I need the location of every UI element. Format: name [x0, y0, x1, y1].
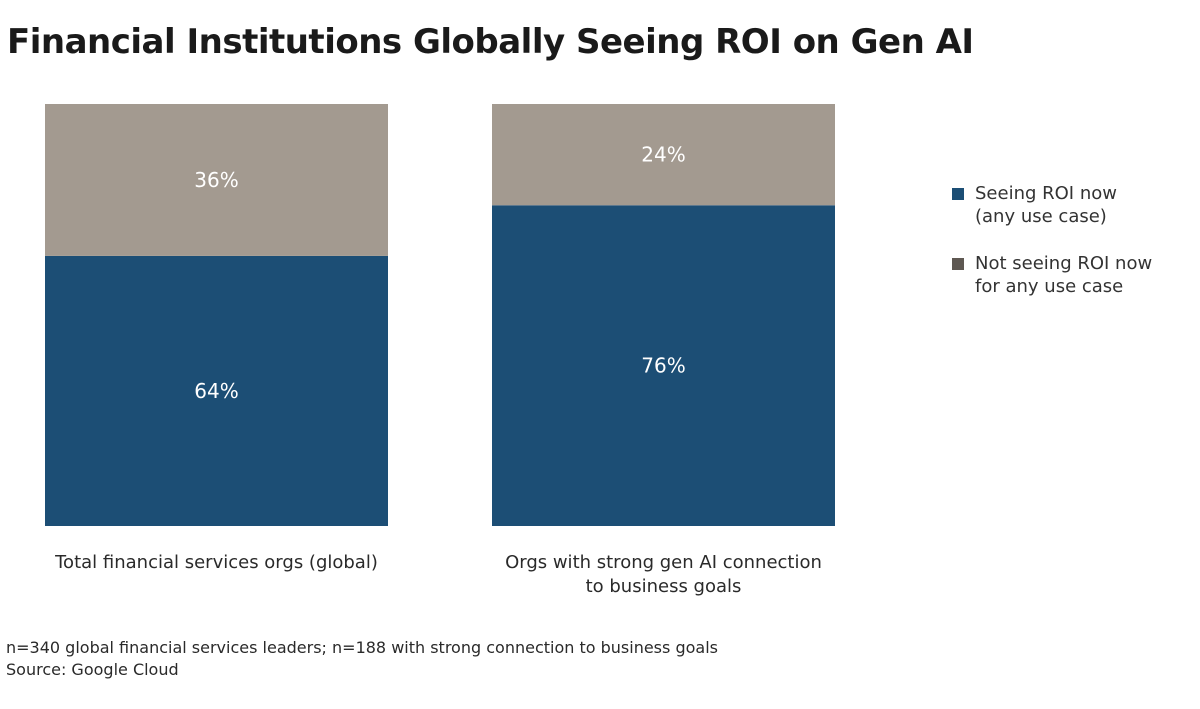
- bar-segment-seeing-roi: [492, 205, 835, 526]
- bar-value-label: 24%: [641, 143, 685, 167]
- legend: Seeing ROI now (any use case) Not seeing…: [952, 182, 1152, 322]
- bar-value-label: 36%: [194, 168, 238, 192]
- footer: n=340 global financial services leaders;…: [6, 637, 718, 681]
- legend-label-line: Seeing ROI now: [975, 183, 1117, 204]
- legend-item-not-seeing-roi: Not seeing ROI now for any use case: [952, 252, 1152, 298]
- sample-size-note: n=340 global financial services leaders;…: [6, 638, 718, 657]
- bar-segment-not-seeing-roi: [492, 104, 835, 206]
- bar-value-label: 76%: [641, 354, 685, 378]
- bar-segment-seeing-roi: [45, 255, 388, 527]
- bar-value-label: 64%: [194, 379, 238, 403]
- legend-label-line: for any use case: [975, 276, 1124, 297]
- legend-label-line: (any use case): [975, 206, 1107, 227]
- legend-swatch-not-seeing-roi: [952, 258, 964, 270]
- legend-swatch-seeing-roi: [952, 188, 964, 200]
- source-note: Source: Google Cloud: [6, 660, 179, 679]
- category-label: to business goals: [586, 576, 742, 597]
- chart-title: Financial Institutions Globally Seeing R…: [7, 22, 974, 62]
- category-label: Total financial services orgs (global): [54, 552, 378, 573]
- legend-label-line: Not seeing ROI now: [975, 253, 1153, 274]
- bar-segment-not-seeing-roi: [45, 104, 388, 256]
- category-label: Orgs with strong gen AI connection: [505, 552, 822, 573]
- legend-item-seeing-roi: Seeing ROI now (any use case): [952, 182, 1152, 228]
